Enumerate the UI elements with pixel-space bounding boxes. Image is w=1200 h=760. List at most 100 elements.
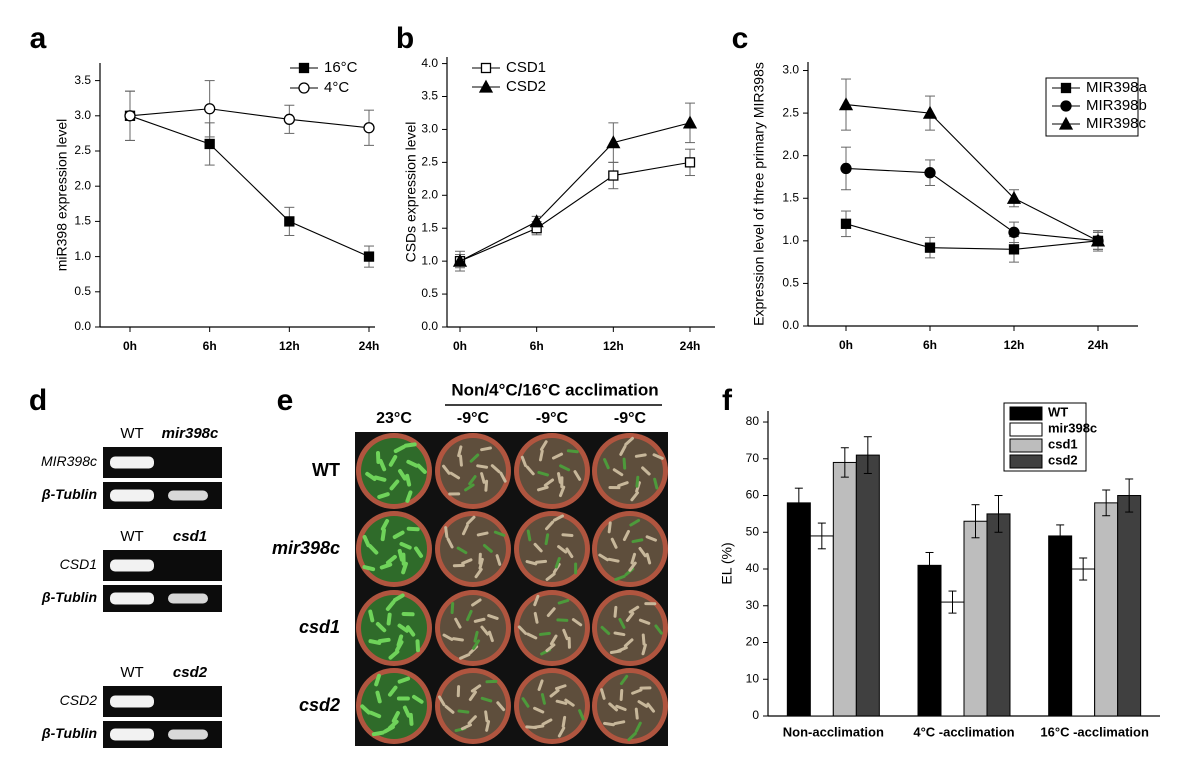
leaf <box>554 557 561 569</box>
leaf <box>397 623 409 633</box>
leaf <box>653 477 659 490</box>
photo-header: Non/4°C/16°C acclimation <box>451 380 658 399</box>
leaf <box>493 530 506 537</box>
soil <box>519 438 585 504</box>
leaf <box>634 721 642 733</box>
leaf <box>405 490 413 503</box>
soil <box>519 673 585 739</box>
x-tick-label: 24h <box>680 339 701 353</box>
leaf <box>555 684 567 691</box>
legend-label: mir398c <box>1048 420 1097 435</box>
marker <box>1090 233 1106 247</box>
leaf <box>561 715 567 728</box>
y-tick-label: 1.0 <box>782 233 799 247</box>
leaf <box>645 535 657 542</box>
soil <box>361 438 427 504</box>
marker <box>283 113 295 125</box>
soil <box>519 595 585 661</box>
bar <box>963 520 988 717</box>
leaf <box>480 446 492 452</box>
y-tick-label: 0.5 <box>74 284 91 298</box>
bar <box>809 535 834 717</box>
error-bar <box>863 436 872 474</box>
y-tick-label: 3.5 <box>74 73 91 87</box>
y-tick-label: 0.5 <box>421 286 438 300</box>
y-tick-label: 0.5 <box>782 276 799 290</box>
column-label: 23°C <box>376 410 412 427</box>
y-tick-label: 3.5 <box>421 89 438 103</box>
marker <box>840 218 852 229</box>
leaf <box>571 618 583 627</box>
legend-marker <box>1058 116 1074 130</box>
x-tick-label: 0h <box>839 338 853 352</box>
leaf <box>408 712 414 726</box>
leaf <box>480 625 490 636</box>
leaf <box>608 702 619 712</box>
leaf <box>476 531 489 537</box>
marker <box>682 115 698 129</box>
legend-label: 16°C <box>324 59 358 76</box>
panel-label: c <box>732 22 749 55</box>
x-tick-label: 16°C -acclimation <box>1040 724 1149 739</box>
leaf <box>544 533 550 546</box>
leaf <box>566 449 579 454</box>
leaf <box>397 676 411 684</box>
panel-label: f <box>722 384 733 417</box>
y-tick-label: 80 <box>746 414 760 428</box>
leaf <box>378 458 387 472</box>
leaf <box>496 701 506 712</box>
gel-row-label: β-Tublin <box>41 725 97 741</box>
y-tick-label: 4.0 <box>421 56 438 70</box>
leaf <box>476 464 489 469</box>
leaf <box>549 688 560 698</box>
leaf <box>373 475 387 482</box>
leaf <box>499 471 507 483</box>
leaf <box>631 538 644 544</box>
leaf <box>619 674 629 686</box>
leaf <box>391 710 400 723</box>
gel-band <box>110 559 154 572</box>
leaf <box>533 594 540 607</box>
leaf <box>393 444 406 454</box>
leaf <box>627 731 637 742</box>
leaf <box>406 526 420 532</box>
leaf <box>537 470 549 477</box>
y-tick-label: 3.0 <box>782 63 799 77</box>
leaf <box>553 514 564 522</box>
leaf <box>520 455 528 468</box>
leaf <box>379 562 393 570</box>
soil <box>440 516 506 582</box>
leaf <box>401 561 408 575</box>
y-tick-label: 2.0 <box>74 178 91 192</box>
marker <box>1006 190 1022 204</box>
series-line <box>845 223 1099 250</box>
panel-label: b <box>396 22 414 55</box>
y-tick-label: 50 <box>746 524 760 538</box>
leaf <box>405 625 416 637</box>
leaf <box>533 611 539 624</box>
leaf <box>484 710 489 723</box>
leaf <box>450 602 455 615</box>
bar <box>1048 535 1073 717</box>
leaf <box>362 534 371 548</box>
row-label: csd2 <box>299 695 340 715</box>
leaf <box>641 643 647 656</box>
leaf <box>437 695 446 707</box>
leaf <box>444 526 449 539</box>
bar <box>986 513 1011 717</box>
leaf <box>467 715 477 725</box>
leaf <box>406 459 419 468</box>
leaf <box>368 544 379 555</box>
soil <box>519 516 585 582</box>
series-line <box>129 108 370 129</box>
leaf <box>415 639 421 653</box>
leaf <box>385 554 397 565</box>
leaf <box>603 458 610 470</box>
legend-marker <box>298 82 310 94</box>
legend-marker <box>1060 82 1072 94</box>
y-tick-label: 1.0 <box>421 253 438 267</box>
leaf <box>557 545 568 554</box>
leaf <box>557 598 570 605</box>
legend-label: CSD2 <box>506 78 546 95</box>
leaf <box>388 649 400 660</box>
